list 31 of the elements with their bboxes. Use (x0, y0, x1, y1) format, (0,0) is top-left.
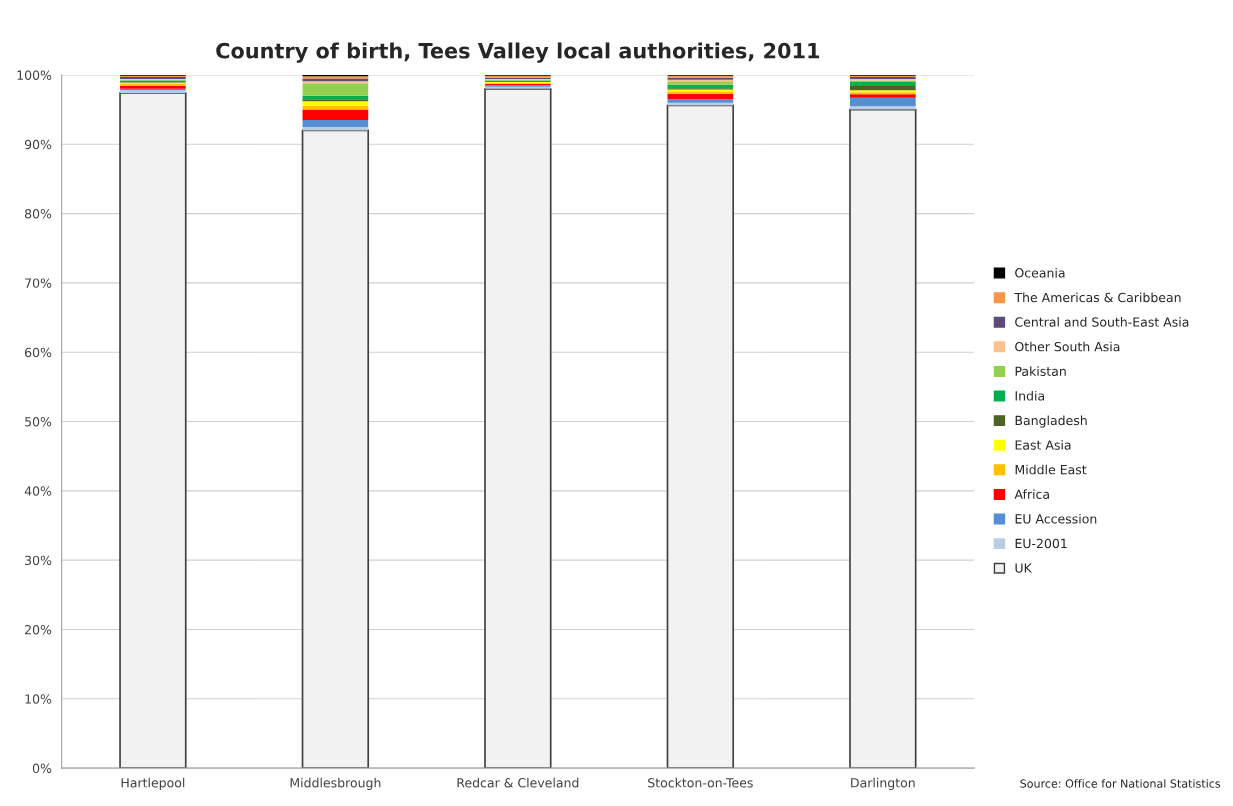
x-tick-label: Middlesbrough (290, 777, 381, 790)
y-tick-label: 20% (25, 624, 52, 635)
y-tick-label: 70% (25, 278, 52, 288)
y-tick-label: 40% (24, 486, 52, 496)
legend-label: Other South Asia (1015, 341, 1120, 352)
y-tick-label: 50% (25, 417, 52, 427)
legend-label: Oceania (1015, 267, 1065, 278)
legend-label: EU-2001 (1015, 538, 1067, 549)
legend-label: EU Accession (1015, 513, 1097, 524)
source-note: Source: Office for National Statistics (1020, 779, 1221, 788)
x-tick-label: Stockton-on-Tees (648, 777, 753, 788)
x-tick-label: Darlington (851, 777, 915, 790)
legend-label: The Americas & Caribbean (1014, 292, 1181, 303)
legend-label: Africa (1014, 489, 1049, 499)
legend-label: India (1015, 390, 1044, 401)
legend-label: East Asia (1015, 440, 1071, 450)
y-tick-label: 30% (25, 555, 52, 566)
x-tick-label: Hartlepool (121, 777, 185, 790)
legend-label: Bangladesh (1015, 415, 1087, 428)
y-tick-label: 100% (17, 70, 52, 80)
y-tick-label: 10% (25, 694, 52, 704)
legend-label: Pakistan (1015, 366, 1066, 376)
chart-title: Country of birth, Tees Valley local authorities, 2011 (216, 42, 820, 63)
legend-label: UK (1015, 563, 1033, 573)
y-tick-label: 90% (24, 139, 52, 150)
legend-label: Central and South-East Asia (1015, 317, 1189, 327)
y-tick-label: 80% (24, 209, 52, 219)
y-tick-label: 60% (25, 347, 52, 358)
x-tick-label: Redcar & Cleveland (457, 777, 579, 788)
y-tick-label: 0% (32, 763, 52, 774)
legend-label: Middle East (1015, 464, 1087, 475)
